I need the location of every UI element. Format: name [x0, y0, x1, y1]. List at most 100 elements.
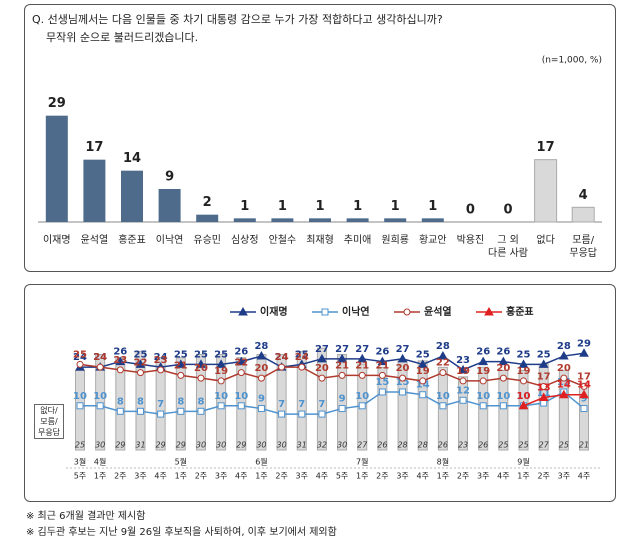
- value-label: 1: [278, 199, 287, 214]
- bar-value-label: 30: [277, 441, 287, 450]
- marker: [257, 405, 265, 413]
- marker: [518, 400, 529, 410]
- marker: [459, 377, 467, 385]
- value-label: 10: [234, 391, 248, 402]
- marker: [76, 402, 84, 410]
- value-label: 21: [375, 360, 389, 371]
- value-label: 25: [174, 349, 188, 360]
- question: Q. 선생님께서는 다음 인물들 중 차기 대통령 감으로 누가 가장 적합하다…: [32, 12, 443, 26]
- bar-value-label: 30: [256, 441, 266, 450]
- x-tick-label: 1주: [437, 472, 449, 481]
- x-tick-label: 2주: [376, 472, 388, 481]
- marker: [479, 377, 487, 385]
- bar-value-label: 29: [156, 441, 166, 450]
- value-label: 20: [254, 363, 268, 374]
- value-label: 13: [537, 383, 551, 394]
- value-label: 0: [466, 203, 475, 218]
- marker: [579, 389, 589, 399]
- x-tick-label: 이낙연: [155, 235, 184, 246]
- value-label: 14: [577, 380, 591, 391]
- value-label: 17: [537, 371, 551, 382]
- value-label: 1: [315, 199, 324, 214]
- value-label: 0: [503, 203, 512, 218]
- bar: [75, 369, 85, 451]
- x-tick-label: 1주: [175, 472, 187, 481]
- marker: [458, 364, 468, 374]
- value-label: 20: [315, 363, 329, 374]
- value-label: 10: [73, 391, 87, 402]
- bar-value-label: 21: [579, 441, 589, 450]
- marker: [357, 353, 368, 363]
- x-tick-label: 유승민: [193, 235, 221, 246]
- value-label: 7: [318, 399, 325, 410]
- marker: [116, 366, 124, 374]
- bar: [83, 159, 106, 222]
- marker: [520, 377, 528, 385]
- marker: [115, 356, 126, 366]
- bar: [518, 369, 529, 451]
- marker: [298, 363, 306, 371]
- value-label: 27: [315, 344, 329, 355]
- x-tick-label: 4주: [154, 472, 166, 481]
- value-label: 24: [93, 352, 107, 363]
- x-tick-label: 1주: [517, 472, 529, 481]
- marker: [580, 405, 588, 413]
- value-label: 17: [85, 140, 103, 155]
- legend-label: 이재명: [260, 305, 288, 318]
- x-tick-label: 3주: [477, 472, 489, 481]
- value-label: 19: [214, 366, 228, 377]
- month-label: 5월: [175, 457, 187, 467]
- value-label: 28: [254, 341, 268, 352]
- marker: [459, 396, 467, 404]
- value-label: 10: [517, 391, 531, 402]
- value-label: 25: [517, 349, 531, 360]
- value-label: 24: [154, 352, 168, 363]
- value-label: 26: [476, 347, 490, 358]
- value-label: 28: [436, 341, 450, 352]
- marker: [237, 369, 245, 377]
- x-tick-label: 5주: [336, 472, 348, 481]
- line: [523, 393, 584, 407]
- marker: [419, 377, 427, 385]
- marker: [558, 351, 569, 360]
- bar: [175, 357, 186, 451]
- value-label: 20: [194, 363, 208, 374]
- marker: [478, 356, 489, 366]
- bar: [316, 347, 327, 451]
- marker: [96, 402, 104, 410]
- x-tick-label: 2주: [114, 472, 126, 481]
- footnote: ※ 최근 6개월 결과만 제시함: [26, 510, 145, 522]
- value-label: 14: [123, 151, 141, 166]
- marker: [479, 402, 487, 410]
- marker: [419, 391, 427, 399]
- legend-label: 홍준표: [506, 305, 534, 318]
- month-label: 7월: [356, 457, 368, 467]
- marker: [403, 308, 411, 316]
- value-label: 21: [355, 360, 369, 371]
- marker: [439, 402, 447, 410]
- value-label: 14: [557, 380, 571, 391]
- x-tick-label: 1주: [255, 472, 267, 481]
- marker: [499, 402, 507, 410]
- bar-value-label: 27: [539, 441, 550, 450]
- value-label: 26: [234, 347, 248, 358]
- marker: [217, 377, 225, 385]
- x-tick-label: 없다: [536, 235, 555, 246]
- marker: [278, 410, 286, 418]
- marker: [378, 371, 386, 379]
- bar-value-label: 29: [176, 441, 186, 450]
- bar-value-label: 31: [297, 441, 307, 450]
- marker: [399, 374, 407, 382]
- bar-value-label: 31: [135, 441, 145, 450]
- bar-value-label: 25: [559, 441, 569, 450]
- bar-value-label: 28: [418, 441, 428, 450]
- bottom-panel: [24, 284, 616, 502]
- x-tick-label: 4주: [416, 472, 428, 481]
- marker: [417, 359, 428, 368]
- x-tick-label: 3주: [215, 472, 227, 481]
- value-label: 26: [496, 347, 510, 358]
- value-label: 23: [113, 355, 127, 366]
- marker: [579, 348, 589, 357]
